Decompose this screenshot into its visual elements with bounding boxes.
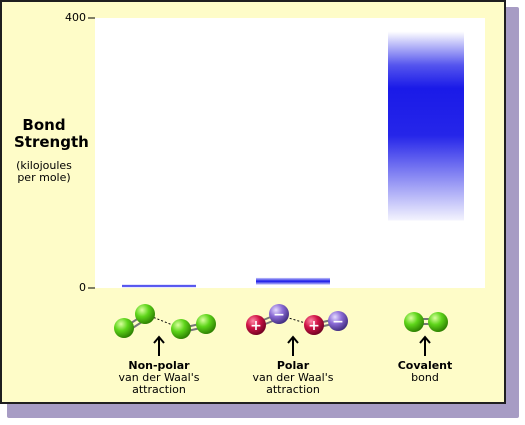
atom-icon bbox=[171, 319, 191, 339]
atom-icon bbox=[114, 318, 134, 338]
nonpolar-molecules bbox=[114, 304, 216, 339]
plus-sign-icon: + bbox=[250, 318, 262, 334]
plus-sign-icon: + bbox=[308, 318, 320, 334]
up-arrow-icon bbox=[287, 335, 299, 356]
minus-sign-icon: − bbox=[332, 314, 344, 330]
y-axis-title-text: Bond Strength bbox=[14, 116, 89, 151]
atom-icon bbox=[246, 315, 266, 335]
up-arrow-icon bbox=[419, 335, 431, 356]
category-title-nonpolar: Non-polar bbox=[128, 359, 190, 372]
y-axis-units-text: (kilojoules per mole) bbox=[16, 159, 72, 184]
category-title-covalent: Covalent bbox=[397, 359, 453, 372]
category-subtitle-polar: van der Waal's attraction bbox=[233, 372, 353, 396]
atom-icon bbox=[196, 314, 216, 334]
y-tick-label-max: 400 bbox=[65, 11, 86, 24]
category-subtitle-text: van der Waal's attraction bbox=[252, 371, 334, 396]
y-axis-units: (kilojoules per mole) bbox=[6, 160, 82, 184]
atom-icon bbox=[135, 304, 155, 324]
bar-covalent bbox=[388, 31, 464, 221]
polar-molecules: + − + − bbox=[246, 304, 348, 335]
atom-icon bbox=[304, 315, 324, 335]
y-axis-title: Bond Strength bbox=[6, 116, 89, 151]
category-subtitle-text: van der Waal's attraction bbox=[118, 371, 200, 396]
atom-icon bbox=[269, 304, 289, 324]
covalent-molecule bbox=[404, 312, 448, 332]
atom-icon bbox=[328, 311, 348, 331]
category-title-polar: Polar bbox=[276, 359, 310, 372]
minus-sign-icon: − bbox=[273, 307, 285, 323]
atom-icon bbox=[428, 312, 448, 332]
bar-nonpolar bbox=[122, 284, 196, 288]
atom-icon bbox=[404, 312, 424, 332]
category-subtitle-covalent: bond bbox=[411, 371, 439, 384]
category-subtitle-nonpolar: van der Waal's attraction bbox=[99, 372, 219, 396]
y-tick-label-min: 0 bbox=[79, 281, 86, 294]
bar-polar bbox=[256, 277, 330, 285]
up-arrow-icon bbox=[153, 335, 165, 356]
